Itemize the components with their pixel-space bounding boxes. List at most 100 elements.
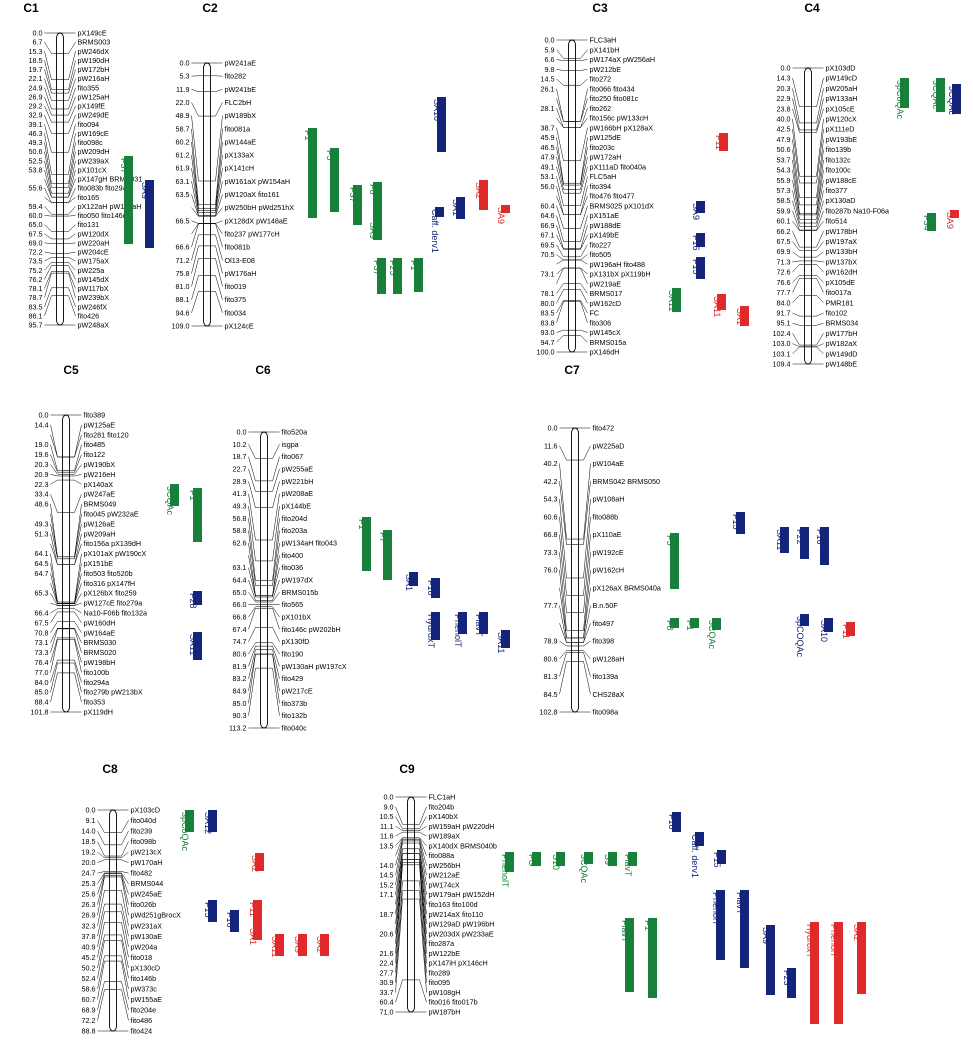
qtl-f5: F5	[325, 148, 339, 212]
marker-position: 20.3	[35, 460, 49, 469]
marker: 14.0 fito239	[82, 827, 152, 846]
marker: 53.1 FLC5aH	[541, 172, 616, 206]
name-leader	[578, 587, 591, 639]
marker-name: fito045 pW232aE	[84, 510, 139, 519]
marker-name: pW203dX pW233aE	[429, 929, 494, 938]
qtl-bar	[208, 900, 217, 922]
marker-position: 74.7	[233, 637, 247, 646]
marker-name: PMR181	[826, 298, 854, 307]
position-leader	[556, 117, 569, 128]
marker: 103.1 pW149dD	[773, 346, 857, 358]
marker-name: fito132b	[282, 711, 308, 720]
position-leader	[44, 197, 57, 203]
marker-name: pW177bH	[826, 329, 858, 338]
name-leader	[69, 434, 82, 458]
marker: 83.5 FC	[541, 300, 599, 318]
marker: 26.9 pW125aH	[29, 92, 109, 116]
marker-name: fito237 pW177cH	[225, 229, 280, 238]
position-leader	[97, 922, 110, 958]
position-leader	[44, 60, 57, 90]
marker: 39.1 fito094	[29, 120, 99, 153]
marker-name: fito081a	[225, 124, 251, 133]
marker-position: 42.2	[544, 477, 558, 486]
name-leader	[63, 262, 76, 271]
marker-name: pX140dX BRMS040b	[429, 841, 497, 850]
marker: 72.2 fito486	[82, 989, 152, 1025]
marker: 63.1 pW161aX pW154aH	[176, 177, 290, 216]
position-leader	[556, 335, 569, 343]
qtl-sa2: SA2	[250, 853, 264, 872]
marker-name: pW145dX	[78, 275, 110, 284]
marker: 42.5 pX111eD	[777, 125, 854, 184]
marker-name: BRMS042 BRMS050	[593, 477, 661, 486]
qtl-label: 3pCOQAc	[795, 616, 805, 658]
marker-position: 11.6	[544, 441, 557, 450]
qtl-sa1: SA1	[735, 306, 749, 326]
position-leader	[50, 639, 63, 673]
name-leader	[267, 444, 280, 459]
name-leader	[811, 275, 824, 283]
qtl-bar	[170, 484, 179, 506]
marker-name: fito081b	[225, 243, 251, 252]
position-leader	[97, 851, 110, 859]
marker-position: 76.2	[29, 275, 43, 284]
qtl-f37: F37	[372, 258, 386, 294]
marker-name: pW197aX	[826, 237, 858, 246]
marker-name: fito131	[78, 220, 100, 229]
marker-position: 102.4	[773, 329, 791, 338]
qtl-bar	[740, 306, 749, 326]
marker-name: pW133bH	[826, 247, 858, 256]
position-leader	[50, 513, 63, 558]
marker: 59.4 pX122aH pW166aH	[29, 202, 141, 215]
marker-position: 24.9	[29, 83, 43, 92]
marker-name: fito040d	[131, 816, 157, 825]
position-leader	[792, 220, 805, 231]
marker-name: pX126bX fito259	[84, 589, 137, 598]
marker: 33.4 pW247aE	[35, 490, 115, 513]
position-leader	[97, 989, 110, 1021]
marker: 5.3 fito282	[180, 72, 247, 81]
position-leader	[792, 78, 805, 107]
marker: 40.0 pW120cX	[777, 115, 857, 177]
qtl-bar	[435, 207, 444, 217]
position-leader	[556, 215, 569, 242]
position-leader	[44, 287, 57, 307]
qtl-3cqac: 3CQAc	[165, 484, 179, 516]
marker: fito316 pX147fH	[50, 579, 135, 605]
position-leader	[191, 291, 204, 313]
marker: 58.6 pW373c	[82, 955, 157, 993]
qtl-label: F8	[665, 620, 675, 631]
position-leader	[44, 178, 57, 198]
qtl-label: SA11	[496, 632, 506, 653]
marker: 22.9 pW133aH	[777, 94, 857, 131]
qtl-bar	[696, 233, 705, 247]
marker-position: 53.1	[541, 172, 555, 181]
name-leader	[575, 300, 588, 314]
marker: 40.2 pW104aE	[544, 459, 624, 540]
name-leader	[578, 661, 591, 695]
marker-position: 13.5	[380, 841, 394, 850]
marker-name: pW117bX	[78, 284, 109, 293]
qtl-f28: F28	[188, 591, 202, 609]
position-leader	[44, 265, 57, 280]
marker-name: BRMS034	[826, 319, 859, 328]
name-leader	[63, 242, 76, 244]
name-leader	[811, 159, 824, 214]
qtl-f37: F37	[119, 156, 133, 244]
marker-position: 65.3	[35, 589, 49, 598]
qtl-sa2: SA2	[852, 922, 866, 994]
position-leader	[792, 264, 805, 273]
position-leader	[191, 128, 204, 205]
qtl-label: Caff. derv1	[690, 834, 700, 878]
name-leader	[811, 180, 824, 220]
marker: 67.1 pX149bE	[541, 231, 619, 250]
marker-name: pW149cD	[826, 74, 858, 83]
qtl-flavt: FlavT	[620, 918, 634, 992]
marker-name: pW189bX	[225, 111, 257, 120]
qtl-bar	[409, 572, 418, 586]
marker: fito250 fito081c	[556, 94, 639, 122]
marker: 22.7 pW255aE	[233, 465, 313, 492]
marker-name: fito098a	[593, 708, 619, 717]
name-leader	[414, 898, 427, 993]
qtl-bar	[501, 630, 510, 648]
